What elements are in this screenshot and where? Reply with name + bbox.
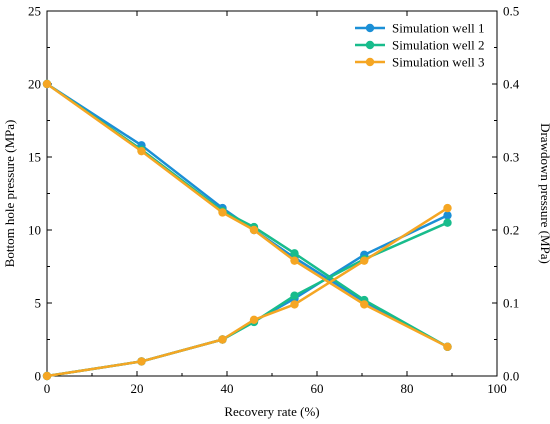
bhp-point xyxy=(290,256,299,265)
y2-tick-label: 0.5 xyxy=(503,4,519,19)
legend: Simulation well 1 Simulation well 2 Simula… xyxy=(355,21,484,70)
drawdown-point xyxy=(290,291,299,300)
y-tick-label: 10 xyxy=(28,223,41,238)
drawdown-point xyxy=(249,315,259,324)
x-tick-label: 60 xyxy=(311,381,324,396)
legend-label: Simulation well 3 xyxy=(392,55,484,70)
drawdown-line-well-1 xyxy=(46,214,449,378)
legend-marker xyxy=(365,57,375,67)
legend-marker xyxy=(365,23,375,33)
drawdown-point xyxy=(137,357,146,366)
y-tick-label: 25 xyxy=(28,4,41,19)
bhp-point xyxy=(42,79,52,89)
drawdown-point xyxy=(443,211,452,220)
bhp-point xyxy=(137,146,146,156)
y-tick-label: 15 xyxy=(28,150,41,165)
drawdown-point xyxy=(443,218,452,227)
legend-label: Simulation well 2 xyxy=(392,38,484,53)
series-3 xyxy=(42,79,452,381)
bhp-point xyxy=(443,342,452,351)
x-tick-label: 20 xyxy=(131,381,144,396)
y2-tick-label: 0.0 xyxy=(503,369,519,384)
drawdown-point xyxy=(360,256,369,265)
drawdown-point xyxy=(42,371,52,381)
y-axis-title: Bottom hole pressure (MPa) xyxy=(2,120,17,268)
bhp-point xyxy=(249,225,259,235)
y2-tick-label: 0.4 xyxy=(503,77,520,92)
y2-tick-label: 0.1 xyxy=(503,296,519,311)
y2-tick-label: 0.3 xyxy=(503,150,519,165)
y-tick-label: 5 xyxy=(35,296,42,311)
x-axis-title: Recovery rate (%) xyxy=(224,404,319,419)
drawdown-point xyxy=(218,335,227,344)
drawdown-point xyxy=(443,203,452,213)
bhp-point xyxy=(360,300,369,309)
y2-axis-title: Drawdown pressure (MPa) xyxy=(538,123,550,264)
y-tick-label: 20 xyxy=(28,77,41,92)
bhp-line-well-1 xyxy=(46,82,449,348)
axes: 0 20 40 60 80 100 0 5 10 15 20 25 0.0 0.1 0.2 0.3 0.4 0.5 xyxy=(28,4,520,397)
x-tick-label: 40 xyxy=(221,381,234,396)
x-tick-label: 80 xyxy=(401,381,414,396)
drawdown-point xyxy=(290,300,299,309)
y-tick-label: 0 xyxy=(35,369,42,384)
legend-item-2: Simulation well 2 xyxy=(355,38,484,53)
bhp-point xyxy=(290,249,299,258)
legend-label: Simulation well 1 xyxy=(392,21,484,36)
series-layer xyxy=(42,79,452,381)
legend-item-3: Simulation well 3 xyxy=(355,55,484,70)
drawdown-line-well-3 xyxy=(46,207,449,378)
legend-item-1: Simulation well 1 xyxy=(355,21,484,36)
x-tick-label: 100 xyxy=(487,381,507,396)
x-tick-label: 0 xyxy=(44,381,51,396)
y2-tick-label: 0.2 xyxy=(503,223,519,238)
legend-marker xyxy=(365,40,375,50)
bhp-point xyxy=(218,208,227,217)
